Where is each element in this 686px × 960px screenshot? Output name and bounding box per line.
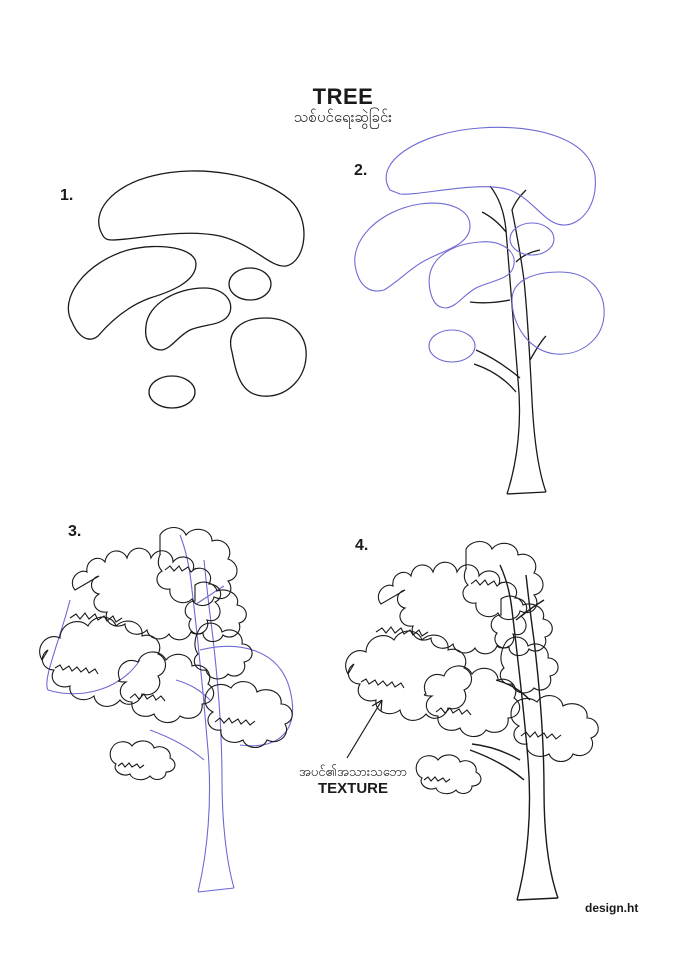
- page-subtitle: သစ်ပင်ရေးဆွဲခြင်း: [294, 108, 392, 126]
- texture-label-mm: အပင်၏အသားသဘော: [298, 765, 408, 780]
- step-1-number: 1.: [60, 187, 74, 204]
- step-4-canopy: [345, 540, 599, 795]
- step-4-number: 4.: [355, 537, 369, 554]
- step-2-number: 2.: [354, 162, 368, 179]
- texture-arrow: [346, 699, 383, 759]
- page-title: TREE: [312, 84, 374, 109]
- step-2-trunk: [469, 185, 547, 495]
- step-1-blobs: [67, 170, 307, 409]
- credit-label: design.ht: [585, 901, 639, 915]
- step-4-trunk: [469, 564, 559, 901]
- texture-label-en: TEXTURE: [317, 780, 388, 797]
- step-3-canopy: [39, 526, 293, 781]
- step-2-guide-blobs: [354, 126, 605, 363]
- step-3-number: 3.: [68, 523, 82, 540]
